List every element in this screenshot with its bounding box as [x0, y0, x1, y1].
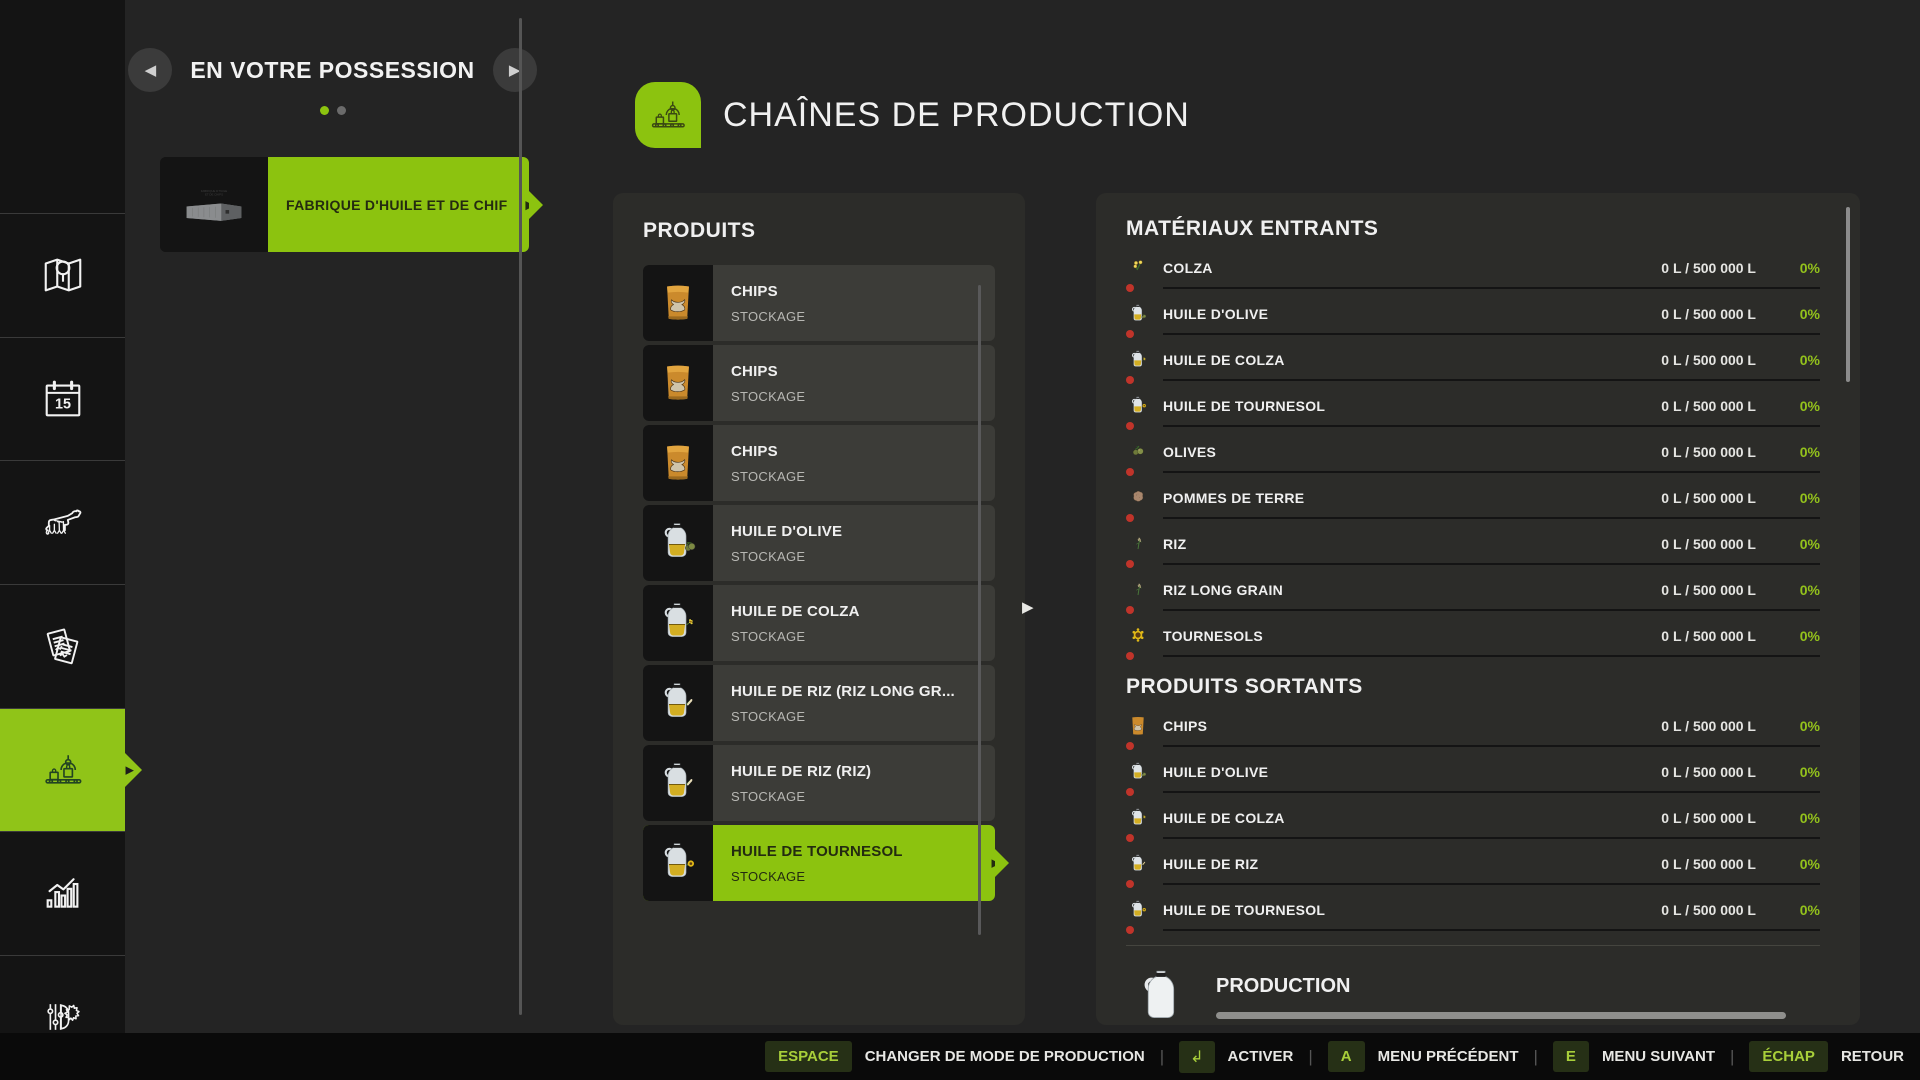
- svg-text:15: 15: [55, 397, 71, 413]
- svg-text:ET DE CHIPS: ET DE CHIPS: [205, 192, 223, 196]
